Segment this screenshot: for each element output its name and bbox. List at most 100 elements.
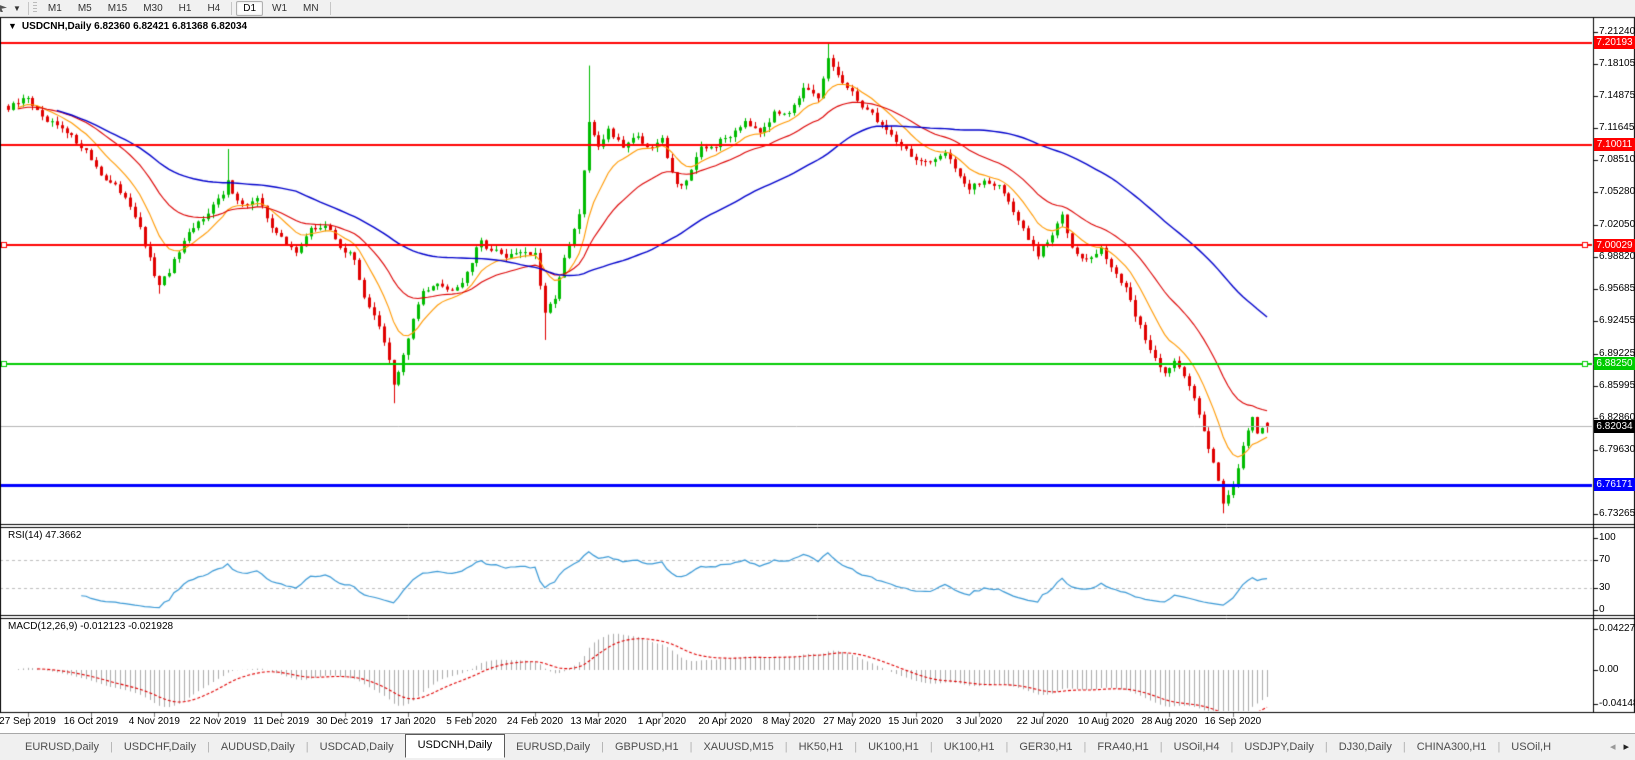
tab-separator: | [689,741,693,753]
price-level-box-6.82034: 6.82034 [1594,419,1635,433]
rsi-scale-label: 30 [1599,582,1611,594]
date-axis-label: 24 Feb 2020 [506,716,564,727]
tab-separator: | [1159,741,1163,753]
chart-tab-bar: EURUSD,Daily | USDCHF,Daily | AUDUSD,Daily | U… [0,733,1635,760]
tab-separator: | [1402,741,1406,753]
toolbar-separator [329,1,331,15]
chart-tab-audusd-daily[interactable]: AUDUSD,Daily [220,741,295,753]
chart-tab-usdjpy-daily[interactable]: USDJPY,Daily [1244,741,1314,753]
chart-tab-eurusd-daily[interactable]: EURUSD,Daily [516,741,591,753]
date-axis-label: 22 Jul 2020 [1016,716,1069,727]
chart-tab-gbpusd-h1[interactable]: GBPUSD,H1 [615,741,679,753]
price-level-box-7.00029: 7.00029 [1594,238,1635,252]
date-axis-label: 16 Oct 2019 [63,716,119,727]
macd-scale-label: 0.042275 [1599,622,1635,634]
price-axis-tick-label: 7.05280 [1599,186,1635,198]
rsi-scale-label: 70 [1599,553,1611,565]
chart-tab-dj30-daily[interactable]: DJ30,Daily [1338,741,1392,753]
macd-indicator-label: MACD(12,26,9) -0.012123 -0.021928 [8,621,174,632]
chart-tab-china300-h1[interactable]: CHINA300,H1 [1416,741,1487,753]
price-axis-tick-label: 6.79630 [1599,444,1635,456]
price-axis-tick-label: 7.18105 [1599,57,1635,69]
chart-tab-fra40-h1[interactable]: FRA40,H1 [1097,741,1149,753]
rsi-scale-label: 0 [1599,604,1605,615]
toolbar-dropdown-caret-icon[interactable]: ▼ [13,3,21,13]
chart-tab-usdchf-daily[interactable]: USDCHF,Daily [123,741,196,753]
price-axis-tick-label: 6.89225 [1599,347,1635,359]
tab-separator: | [305,741,309,753]
price-axis-tick-label: 6.92455 [1599,315,1635,327]
date-axis-label: 4 Nov 2019 [128,716,180,727]
date-axis-label: 3 Jul 2020 [956,716,1003,727]
period-button-m5[interactable]: M5 [77,2,92,14]
chart-tab-ger30-h1[interactable]: GER30,H1 [1019,741,1073,753]
date-axis-label: 22 Nov 2019 [189,716,247,727]
period-button-h1[interactable]: H1 [178,2,192,14]
tab-separator: | [1005,741,1009,753]
price-level-box-7.20193: 7.20193 [1594,36,1635,50]
date-axis-label: 16 Sep 2020 [1204,716,1262,727]
timeframe-toolbar: ▼ M1 M5 M15 M30 H1 H4 D1 W1 MN [0,0,1635,17]
chart-cursor-icon[interactable] [1,2,13,14]
tab-scroll-arrows: ◂ ▸ [1609,740,1629,753]
chart-ohlc-values: 6.82360 6.82421 6.81368 6.82034 [94,21,248,32]
chart-tab-usoil-h[interactable]: USOil,H [1511,741,1552,753]
chart-tab-uk100-h1[interactable]: UK100,H1 [943,741,995,753]
price-axis-tick-label: 7.14875 [1599,89,1635,101]
chart-tab-hk50-h1[interactable]: HK50,H1 [798,741,844,753]
tab-separator: | [109,741,113,753]
date-axis-label: 5 Feb 2020 [446,716,497,727]
tab-separator: | [929,741,933,753]
chart-tab-usdcnh-daily[interactable]: USDCNH,Daily [404,733,506,758]
period-button-m30[interactable]: M30 [143,2,163,14]
chart-tab-usoil-h4[interactable]: USOil,H4 [1173,741,1220,753]
period-button-d1[interactable]: D1 [236,0,264,16]
price-axis-tick-label: 6.85995 [1599,380,1635,392]
price-axis-tick-label: 7.11645 [1599,122,1635,134]
tab-separator: | [1324,741,1328,753]
rsi-scale-label: 100 [1599,532,1616,543]
tab-separator: | [601,741,604,753]
price-axis-tick-label: 6.98820 [1599,251,1635,263]
date-axis-label: 30 Dec 2019 [316,716,374,727]
symbol-dropdown-caret-icon[interactable]: ▼ [8,21,17,31]
date-axis-label: 15 Jun 2020 [888,716,944,727]
period-button-mn[interactable]: MN [303,2,319,14]
rsi-indicator-label: RSI(14) 47.3662 [8,530,82,541]
period-button-m15[interactable]: M15 [107,2,128,14]
period-button-m1[interactable]: M1 [47,2,62,14]
period-button-w1[interactable]: W1 [272,2,288,14]
date-axis-label: 8 May 2020 [762,716,815,727]
price-axis-tick-label: 6.82860 [1599,411,1635,423]
date-axis-label: 1 Apr 2020 [637,716,687,727]
tab-separator: | [854,741,858,753]
price-level-box-6.76171: 6.76171 [1594,478,1635,492]
period-button-h4[interactable]: H4 [207,2,221,14]
price-axis-tick-label: 7.21240 [1599,26,1635,37]
date-axis-label: 11 Dec 2019 [253,716,310,727]
tab-separator: | [784,741,788,753]
tab-scroll-right-icon[interactable]: ▸ [1623,740,1629,753]
price-level-box-7.10011: 7.10011 [1594,138,1635,152]
price-axis-tick-label: 6.95685 [1599,282,1635,294]
chart-tab-xauusd-m15[interactable]: XAUUSD,M15 [703,741,774,753]
price-level-box-6.88250: 6.88250 [1594,357,1635,371]
price-axis-tick-label: 7.08510 [1599,153,1635,165]
date-axis-label: 20 Apr 2020 [698,716,753,727]
chart-tab-eurusd-daily[interactable]: EURUSD,Daily [25,741,99,753]
chart-tabs: EURUSD,Daily | USDCHF,Daily | AUDUSD,Daily | U… [14,733,1562,758]
tab-scroll-left-icon[interactable]: ◂ [1609,740,1616,753]
date-axis-label: 17 Jan 2020 [380,716,436,727]
chart-tab-uk100-h1[interactable]: UK100,H1 [868,741,919,753]
period-buttons: M1 M5 M15 M30 H1 H4 D1 W1 MN [40,0,334,16]
chart-tab-usdcad-daily[interactable]: USDCAD,Daily [319,741,394,753]
chart-title: ▼ USDCNH,Daily 6.82360 6.82421 6.81368 6.… [8,21,247,32]
date-axis-label: 13 Mar 2020 [570,716,627,727]
toolbar-grip-handle[interactable] [32,2,37,14]
macd-scale-label: 0.00 [1599,664,1619,675]
tab-separator: | [1083,741,1087,753]
toolbar-separator [27,1,29,15]
tab-separator: | [1497,741,1501,753]
